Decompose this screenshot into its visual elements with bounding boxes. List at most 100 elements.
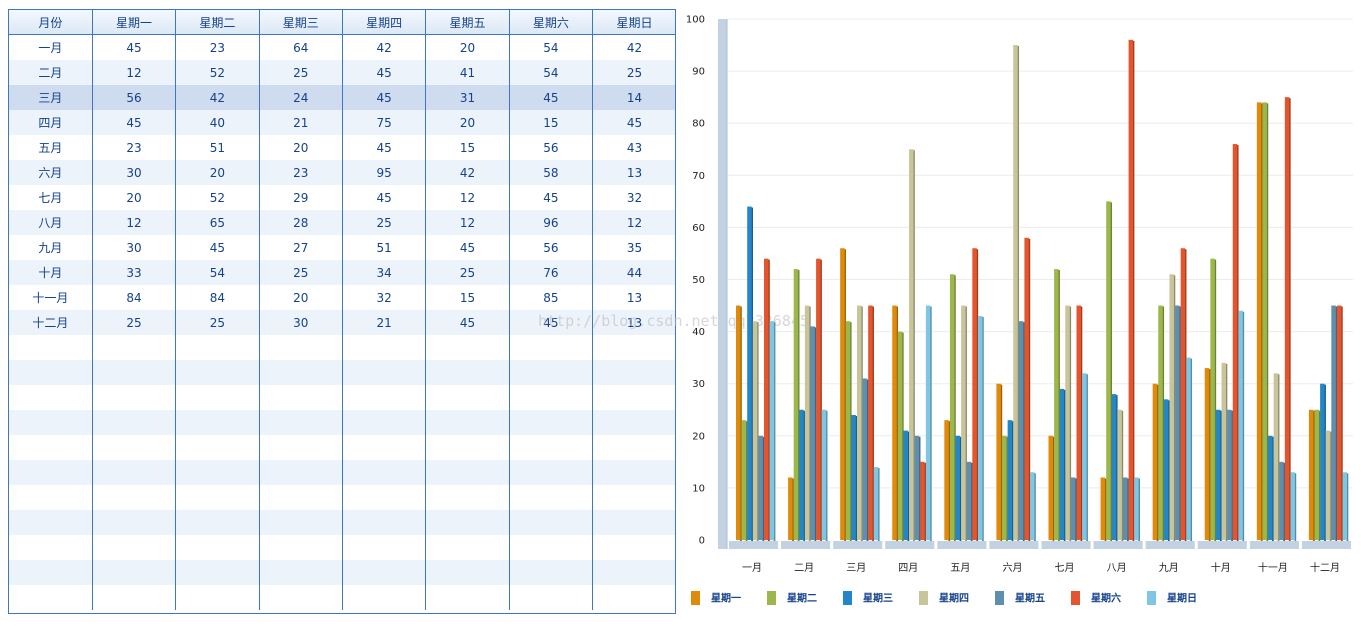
empty-table-row[interactable] bbox=[9, 335, 675, 360]
value-cell[interactable]: 41 bbox=[425, 60, 510, 85]
value-cell[interactable]: 20 bbox=[425, 34, 510, 60]
value-cell[interactable]: 35 bbox=[592, 235, 675, 260]
value-cell[interactable] bbox=[342, 410, 427, 435]
value-cell[interactable]: 54 bbox=[509, 60, 594, 85]
value-cell[interactable] bbox=[175, 460, 260, 485]
value-cell[interactable] bbox=[509, 360, 594, 385]
value-cell[interactable]: 45 bbox=[509, 185, 594, 210]
value-cell[interactable]: 13 bbox=[592, 160, 675, 185]
value-cell[interactable] bbox=[509, 335, 594, 360]
value-cell[interactable] bbox=[259, 435, 344, 460]
col-header-tuesday[interactable]: 星期二 bbox=[175, 10, 260, 35]
value-cell[interactable] bbox=[509, 585, 594, 610]
value-cell[interactable] bbox=[259, 560, 344, 585]
value-cell[interactable] bbox=[175, 335, 260, 360]
month-cell[interactable] bbox=[9, 460, 93, 485]
value-cell[interactable]: 15 bbox=[425, 135, 510, 160]
col-header-monday[interactable]: 星期一 bbox=[92, 10, 177, 35]
value-cell[interactable] bbox=[592, 485, 675, 510]
value-cell[interactable]: 12 bbox=[592, 210, 675, 235]
value-cell[interactable] bbox=[425, 335, 510, 360]
month-cell[interactable] bbox=[9, 535, 93, 560]
month-cell[interactable]: 七月 bbox=[9, 185, 93, 210]
value-cell[interactable] bbox=[92, 460, 177, 485]
table-row[interactable]: 八月 12 65 28 25 12 96 12 bbox=[9, 210, 675, 235]
value-cell[interactable]: 56 bbox=[92, 85, 177, 110]
value-cell[interactable] bbox=[342, 360, 427, 385]
value-cell[interactable] bbox=[509, 510, 594, 535]
value-cell[interactable] bbox=[425, 510, 510, 535]
col-header-thursday[interactable]: 星期四 bbox=[342, 10, 427, 35]
col-header-sunday[interactable]: 星期日 bbox=[592, 10, 675, 35]
value-cell[interactable] bbox=[592, 435, 675, 460]
value-cell[interactable]: 23 bbox=[259, 160, 344, 185]
value-cell[interactable]: 25 bbox=[259, 60, 344, 85]
value-cell[interactable] bbox=[259, 585, 344, 610]
value-cell[interactable] bbox=[259, 535, 344, 560]
value-cell[interactable] bbox=[259, 335, 344, 360]
table-row[interactable]: 十二月 25 25 30 21 45 45 13 bbox=[9, 310, 675, 335]
value-cell[interactable]: 21 bbox=[342, 310, 427, 335]
value-cell[interactable] bbox=[425, 385, 510, 410]
value-cell[interactable]: 45 bbox=[342, 185, 427, 210]
value-cell[interactable]: 76 bbox=[509, 260, 594, 285]
value-cell[interactable] bbox=[175, 385, 260, 410]
month-cell[interactable] bbox=[9, 510, 93, 535]
value-cell[interactable]: 54 bbox=[509, 34, 594, 60]
value-cell[interactable] bbox=[425, 535, 510, 560]
table-row[interactable]: 五月 23 51 20 45 15 56 43 bbox=[9, 135, 675, 160]
value-cell[interactable] bbox=[259, 385, 344, 410]
value-cell[interactable] bbox=[509, 460, 594, 485]
value-cell[interactable] bbox=[425, 410, 510, 435]
value-cell[interactable] bbox=[425, 435, 510, 460]
value-cell[interactable] bbox=[425, 560, 510, 585]
value-cell[interactable]: 12 bbox=[92, 60, 177, 85]
month-cell[interactable] bbox=[9, 560, 93, 585]
value-cell[interactable] bbox=[175, 410, 260, 435]
value-cell[interactable]: 33 bbox=[92, 260, 177, 285]
value-cell[interactable] bbox=[592, 535, 675, 560]
value-cell[interactable]: 45 bbox=[425, 235, 510, 260]
value-cell[interactable] bbox=[592, 410, 675, 435]
value-cell[interactable] bbox=[509, 435, 594, 460]
value-cell[interactable]: 23 bbox=[92, 135, 177, 160]
value-cell[interactable]: 58 bbox=[509, 160, 594, 185]
month-cell[interactable]: 三月 bbox=[9, 85, 93, 110]
value-cell[interactable]: 45 bbox=[342, 135, 427, 160]
value-cell[interactable]: 32 bbox=[342, 285, 427, 310]
month-cell[interactable]: 十月 bbox=[9, 260, 93, 285]
table-row[interactable]: 四月 45 40 21 75 20 15 45 bbox=[9, 110, 675, 135]
value-cell[interactable]: 27 bbox=[259, 235, 344, 260]
value-cell[interactable]: 20 bbox=[259, 285, 344, 310]
value-cell[interactable] bbox=[92, 385, 177, 410]
value-cell[interactable]: 52 bbox=[175, 185, 260, 210]
value-cell[interactable] bbox=[425, 460, 510, 485]
table-row[interactable]: 七月 20 52 29 45 12 45 32 bbox=[9, 185, 675, 210]
value-cell[interactable]: 32 bbox=[592, 185, 675, 210]
value-cell[interactable]: 13 bbox=[592, 310, 675, 335]
value-cell[interactable] bbox=[342, 385, 427, 410]
value-cell[interactable]: 45 bbox=[92, 34, 177, 60]
value-cell[interactable]: 34 bbox=[342, 260, 427, 285]
value-cell[interactable]: 25 bbox=[425, 260, 510, 285]
table-row[interactable]: 十月 33 54 25 34 25 76 44 bbox=[9, 260, 675, 285]
value-cell[interactable] bbox=[92, 510, 177, 535]
empty-table-row[interactable] bbox=[9, 485, 675, 510]
value-cell[interactable] bbox=[592, 460, 675, 485]
value-cell[interactable]: 45 bbox=[175, 235, 260, 260]
month-cell[interactable] bbox=[9, 410, 93, 435]
value-cell[interactable] bbox=[342, 535, 427, 560]
value-cell[interactable] bbox=[592, 510, 675, 535]
table-row[interactable]: 九月 30 45 27 51 45 56 35 bbox=[9, 235, 675, 260]
value-cell[interactable]: 44 bbox=[592, 260, 675, 285]
value-cell[interactable]: 25 bbox=[592, 60, 675, 85]
month-cell[interactable] bbox=[9, 485, 93, 510]
empty-table-row[interactable] bbox=[9, 385, 675, 410]
value-cell[interactable]: 85 bbox=[509, 285, 594, 310]
value-cell[interactable]: 42 bbox=[175, 85, 260, 110]
value-cell[interactable]: 15 bbox=[425, 285, 510, 310]
value-cell[interactable] bbox=[592, 335, 675, 360]
value-cell[interactable] bbox=[92, 535, 177, 560]
value-cell[interactable] bbox=[175, 585, 260, 610]
value-cell[interactable]: 42 bbox=[592, 34, 675, 60]
